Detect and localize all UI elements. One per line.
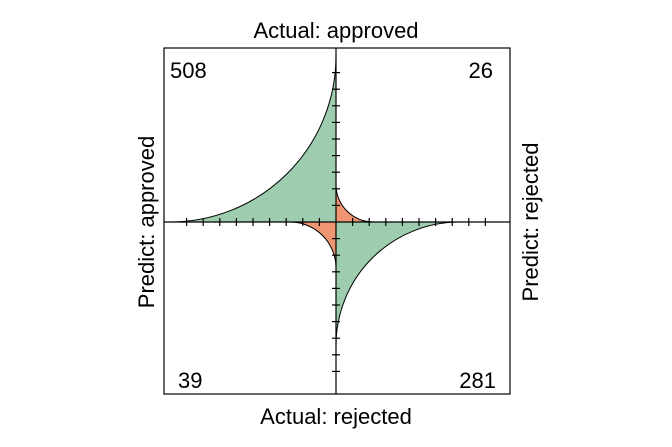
- sector-predict-approved-actual-rejected: [290, 221, 337, 268]
- count-predict-rejected-actual-rejected: 281: [459, 368, 496, 393]
- axes-layer: [164, 48, 510, 394]
- label-predict-approved: Predict: approved: [134, 136, 159, 308]
- label-actual-approved: Actual: approved: [253, 18, 418, 43]
- count-predict-rejected-actual-approved: 26: [469, 58, 493, 83]
- sector-predict-rejected-actual-approved: [335, 184, 374, 223]
- count-predict-approved-actual-approved: 508: [170, 58, 207, 83]
- sector-predict-rejected-actual-rejected: [335, 221, 460, 346]
- label-actual-rejected: Actual: rejected: [260, 404, 412, 429]
- sectors-layer: [169, 55, 460, 346]
- counts-layer: 508 26 39 281: [170, 58, 496, 393]
- sector-predict-approved-actual-approved: [169, 55, 337, 223]
- count-predict-approved-actual-rejected: 39: [178, 368, 202, 393]
- plot-frame: [163, 47, 511, 395]
- label-predict-rejected: Predict: rejected: [518, 143, 543, 302]
